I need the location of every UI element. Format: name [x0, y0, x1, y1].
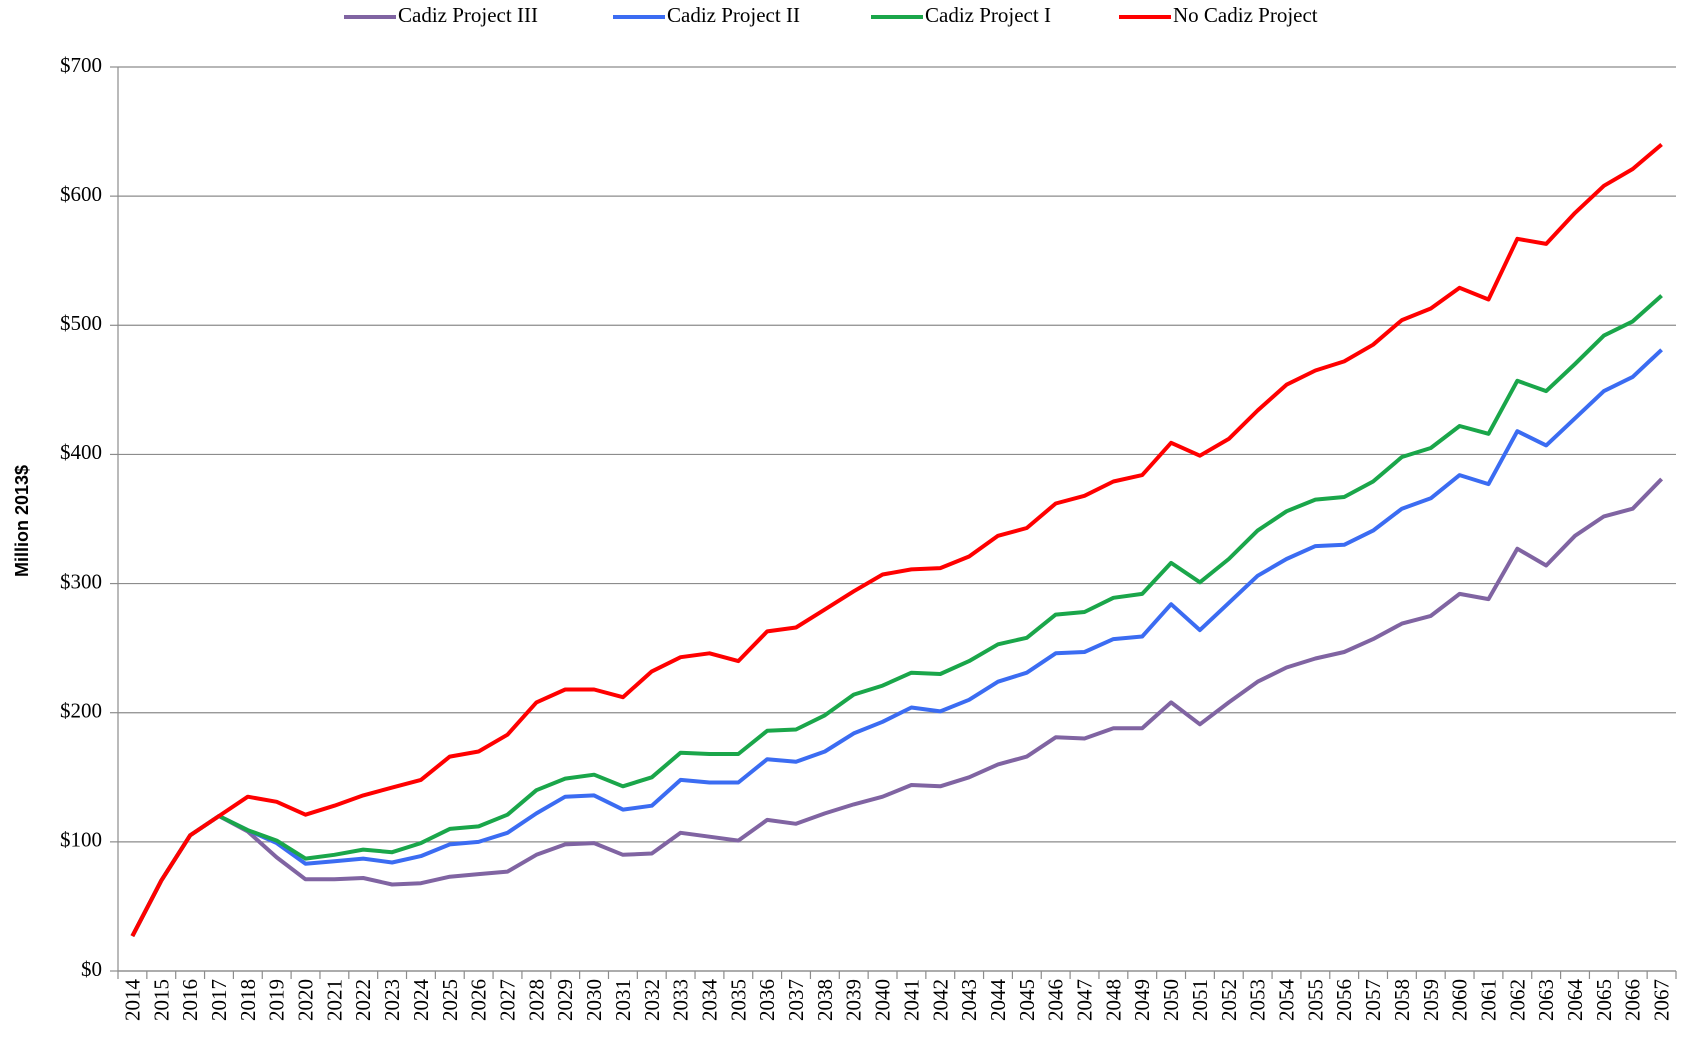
x-tick-label: 2043	[957, 979, 981, 1021]
x-tick-label: 2024	[409, 979, 433, 1022]
x-tick-label: 2021	[322, 979, 346, 1021]
x-tick-label: 2028	[524, 979, 548, 1021]
x-tick-label: 2063	[1534, 979, 1558, 1021]
y-tick-label: $300	[60, 569, 102, 593]
x-tick-label: 2035	[726, 979, 750, 1021]
x-tick-label: 2062	[1505, 979, 1529, 1021]
x-tick-label: 2025	[438, 979, 462, 1021]
x-tick-label: 2050	[1159, 979, 1183, 1021]
series-line	[130, 294, 1663, 938]
x-tick-label: 2059	[1419, 979, 1443, 1021]
x-tick-label: 2064	[1563, 979, 1587, 1022]
y-tick-label: $0	[81, 957, 102, 981]
x-tick-label: 2056	[1332, 979, 1356, 1021]
series-line	[130, 348, 1663, 938]
x-tick-label: 2020	[294, 979, 318, 1021]
x-tick-label: 2032	[640, 979, 664, 1021]
legend-label: Cadiz Project III	[398, 3, 538, 27]
y-tick-label: $700	[60, 53, 102, 77]
x-tick-label: 2048	[1101, 979, 1125, 1021]
y-tick-label: $500	[60, 311, 102, 335]
legend-label: Cadiz Project I	[925, 3, 1051, 27]
x-tick-label: 2027	[496, 979, 520, 1021]
x-tick-label: 2019	[265, 979, 289, 1021]
x-tick-label: 2041	[899, 979, 923, 1021]
x-tick-label: 2066	[1621, 979, 1645, 1021]
x-tick-label: 2015	[149, 979, 173, 1021]
y-tick-label: $600	[60, 182, 102, 206]
legend-label: No Cadiz Project	[1173, 3, 1318, 27]
x-tick-label: 2042	[928, 979, 952, 1021]
x-tick-label: 2053	[1246, 979, 1270, 1021]
x-tick-label: 2037	[784, 979, 808, 1021]
x-tick-label: 2036	[755, 979, 779, 1021]
y-tick-label: $100	[60, 828, 102, 852]
x-tick-label: 2038	[813, 979, 837, 1021]
x-tick-label: 2051	[1188, 979, 1212, 1021]
y-axis-label: Million 2013$	[12, 465, 32, 577]
x-tick-label: 2040	[871, 979, 895, 1021]
y-tick-label: $400	[60, 440, 102, 464]
x-tick-label: 2052	[1217, 979, 1241, 1021]
x-tick-label: 2017	[207, 979, 231, 1021]
x-tick-label: 2055	[1303, 979, 1327, 1021]
x-tick-label: 2049	[1130, 979, 1154, 1021]
x-tick-label: 2022	[351, 979, 375, 1021]
x-tick-label: 2065	[1592, 979, 1616, 1021]
x-tick-label: 2039	[842, 979, 866, 1021]
x-tick-label: 2057	[1361, 979, 1385, 1021]
x-tick-label: 2033	[669, 979, 693, 1021]
x-tick-label: 2014	[120, 979, 144, 1022]
x-tick-label: 2016	[178, 979, 202, 1021]
y-tick-label: $200	[60, 699, 102, 723]
x-tick-label: 2034	[697, 979, 721, 1022]
x-tick-label: 2029	[553, 979, 577, 1021]
x-tick-label: 2061	[1476, 979, 1500, 1021]
x-tick-label: 2054	[1275, 979, 1299, 1022]
x-tick-label: 2067	[1650, 979, 1674, 1021]
series-line	[130, 477, 1664, 938]
x-tick-label: 2058	[1390, 979, 1414, 1021]
x-tick-label: 2030	[582, 979, 606, 1021]
x-tick-label: 2047	[1073, 979, 1097, 1021]
x-tick-label: 2018	[236, 979, 260, 1021]
x-tick-label: 2044	[986, 978, 1010, 1021]
x-tick-label: 2046	[1044, 979, 1068, 1021]
legend-label: Cadiz Project II	[667, 3, 800, 27]
x-tick-label: 2031	[611, 979, 635, 1021]
series-line	[130, 142, 1663, 938]
x-tick-label: 2045	[1015, 979, 1039, 1021]
x-tick-label: 2026	[467, 979, 491, 1021]
x-tick-label: 2023	[380, 979, 404, 1021]
x-tick-label: 2060	[1448, 979, 1472, 1021]
